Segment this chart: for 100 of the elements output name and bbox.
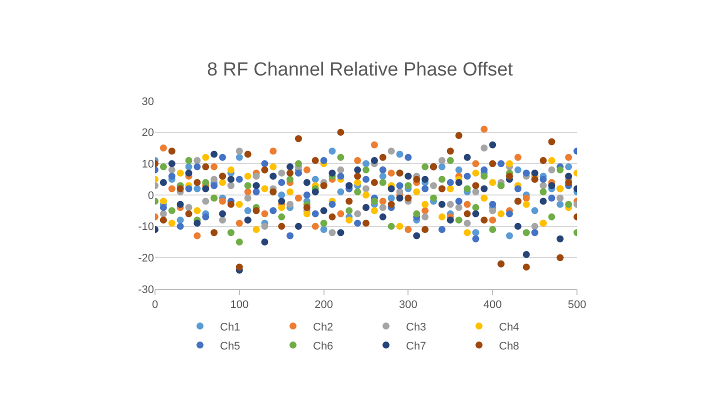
point [337, 128, 344, 136]
point [278, 222, 286, 230]
point [328, 200, 336, 208]
point [202, 213, 210, 220]
point [354, 220, 362, 227]
point [354, 178, 362, 186]
point [430, 194, 438, 202]
point [244, 172, 252, 180]
point [388, 194, 395, 202]
point [227, 182, 234, 190]
point [455, 178, 462, 186]
point [388, 200, 395, 208]
point [396, 182, 404, 190]
point [565, 172, 572, 180]
point [236, 264, 243, 271]
point [480, 172, 488, 180]
point [160, 163, 167, 170]
point [210, 229, 218, 236]
point [480, 166, 488, 174]
y-tick-label: 20 [142, 127, 154, 140]
point [337, 188, 344, 196]
legend-label: Ch3 [406, 321, 426, 334]
chart-title: 8 RF Channel Relative Phase Offset [207, 59, 514, 80]
point [328, 229, 336, 236]
point [194, 163, 201, 170]
point [464, 200, 471, 208]
point [236, 176, 243, 183]
point [446, 216, 454, 224]
point [370, 207, 378, 214]
point [337, 166, 344, 174]
point [303, 166, 310, 174]
point [160, 216, 167, 224]
point [160, 198, 167, 205]
point [328, 148, 336, 155]
point [194, 232, 201, 240]
point [489, 226, 496, 233]
point [480, 144, 488, 152]
point [565, 163, 572, 170]
point [498, 160, 505, 168]
point [185, 204, 192, 212]
point [176, 185, 184, 192]
point [202, 178, 210, 186]
point [312, 176, 319, 183]
point [556, 235, 564, 242]
point [160, 178, 167, 186]
point [522, 200, 530, 208]
point [320, 226, 328, 233]
point [294, 222, 302, 230]
point [472, 235, 480, 242]
point [556, 194, 564, 202]
x-tick-label: 500 [568, 299, 586, 312]
point [236, 154, 243, 161]
point [194, 185, 201, 192]
point [556, 200, 564, 208]
point [168, 220, 176, 227]
point [379, 213, 386, 220]
point [294, 135, 302, 142]
point [244, 194, 252, 202]
point [489, 160, 496, 168]
point [370, 157, 378, 164]
point [294, 160, 302, 168]
point [430, 182, 438, 190]
point [396, 194, 404, 202]
point [286, 200, 294, 208]
legend-label: Ch7 [406, 340, 426, 352]
point [202, 198, 210, 205]
point [464, 185, 471, 192]
point [404, 182, 412, 190]
point [312, 222, 319, 230]
point [261, 222, 268, 230]
legend-label: Ch6 [313, 340, 334, 352]
point [480, 185, 488, 192]
point [404, 154, 412, 161]
point [278, 198, 286, 205]
point [480, 126, 488, 133]
point [278, 170, 286, 177]
point [362, 185, 370, 192]
point [337, 154, 344, 161]
point [498, 210, 505, 218]
point [160, 204, 167, 212]
point [489, 178, 496, 186]
point [472, 170, 480, 177]
point [354, 188, 362, 196]
point [531, 207, 538, 214]
point [320, 157, 328, 164]
point [472, 182, 480, 190]
point [472, 188, 480, 196]
point [227, 200, 234, 208]
point [446, 157, 454, 164]
x-tick-label: 400 [483, 299, 502, 312]
point [464, 220, 471, 227]
point [236, 200, 243, 208]
point [194, 207, 201, 214]
y-tick-label: 0 [148, 190, 154, 202]
point [556, 254, 564, 262]
point [194, 157, 201, 164]
point [168, 207, 176, 214]
point [354, 157, 362, 164]
point [202, 163, 210, 170]
point [522, 194, 530, 202]
